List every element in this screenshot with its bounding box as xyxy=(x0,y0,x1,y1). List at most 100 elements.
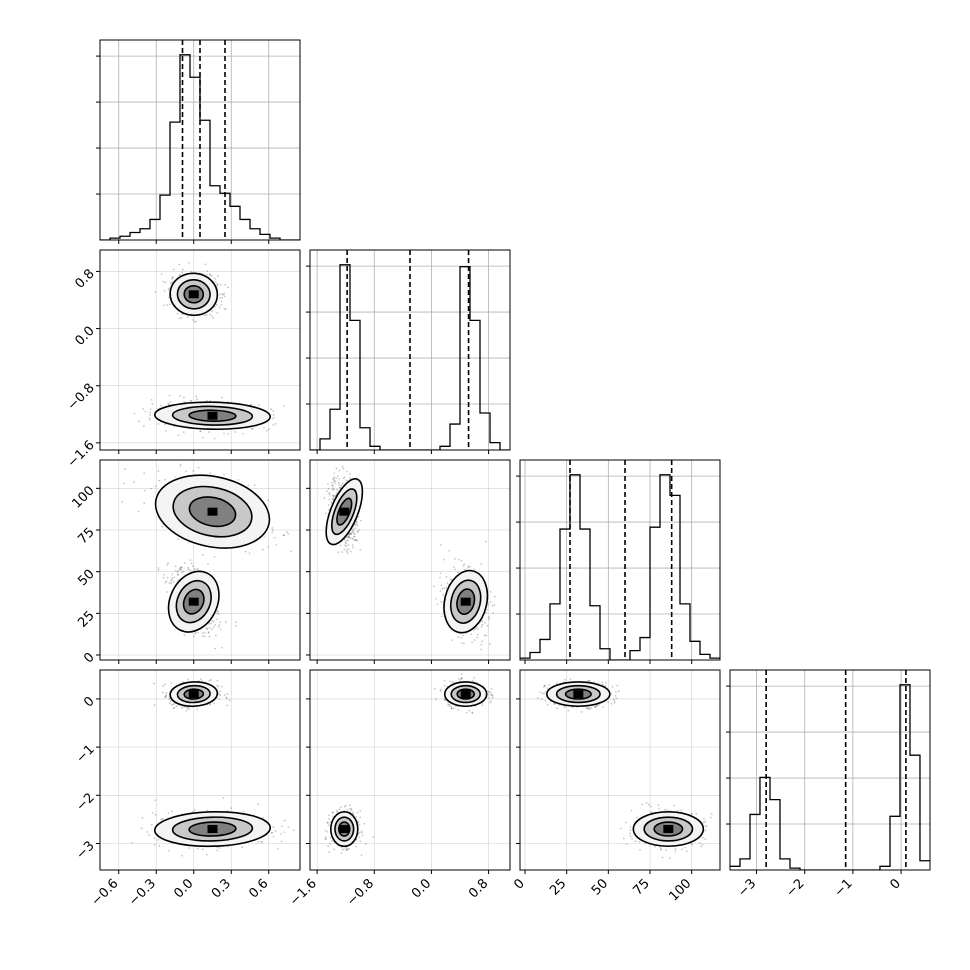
scatter-point xyxy=(281,825,283,828)
scatter-point xyxy=(462,634,465,637)
scatter-point xyxy=(339,486,342,489)
scatter-point xyxy=(217,610,219,613)
y-tick-label: 75 xyxy=(75,525,97,547)
y-tick-label: 0 xyxy=(81,650,97,666)
scatter-point xyxy=(216,684,218,687)
scatter-point xyxy=(203,631,206,634)
y-tick-label: −2 xyxy=(73,790,97,814)
density-peak xyxy=(339,507,350,516)
scatter-point xyxy=(347,534,350,537)
scatter-point xyxy=(332,498,334,501)
panel-frame xyxy=(99,669,301,871)
scatter-point xyxy=(440,615,443,618)
scatter-point xyxy=(157,839,160,841)
scatter-point xyxy=(491,696,494,699)
scatter-point xyxy=(440,584,443,587)
scatter-point xyxy=(287,532,290,535)
scatter-point xyxy=(141,817,144,819)
scatter-point xyxy=(149,418,152,421)
scatter-point xyxy=(481,620,484,623)
scatter-point xyxy=(457,558,460,561)
scatter-point xyxy=(468,709,471,712)
scatter-point xyxy=(154,485,157,488)
scatter-point xyxy=(488,690,491,693)
scatter-point xyxy=(149,408,152,410)
scatter-point xyxy=(343,548,346,551)
scatter-point xyxy=(211,620,213,622)
scatter-point xyxy=(346,536,349,538)
y-tick-label: 0.8 xyxy=(72,266,97,291)
scatter-point xyxy=(341,551,344,553)
scatter-point xyxy=(485,611,488,614)
scatter-point xyxy=(218,624,221,626)
scatter-point xyxy=(357,515,360,518)
scatter-point xyxy=(344,479,347,482)
scatter-point xyxy=(344,544,347,547)
scatter-point xyxy=(162,576,165,579)
scatter-point xyxy=(221,396,223,399)
panel-3-1: −1.6 −0.8 0.0 0.8 xyxy=(287,669,511,909)
scatter-point xyxy=(137,510,140,513)
x-tick-label: −0.6 xyxy=(89,876,122,909)
scatter-point xyxy=(203,635,206,638)
scatter-point xyxy=(223,307,226,310)
scatter-point xyxy=(345,550,348,553)
scatter-point xyxy=(272,835,275,838)
scatter-point xyxy=(154,291,157,294)
scatter-point xyxy=(253,484,256,487)
scatter-point xyxy=(193,635,196,638)
y-tick-label: 100 xyxy=(69,483,97,511)
scatter-point xyxy=(336,809,338,812)
panel-1-1 xyxy=(306,249,511,454)
scatter-point xyxy=(221,685,223,688)
scatter-point xyxy=(467,565,470,568)
scatter-point xyxy=(251,427,253,430)
scatter-point xyxy=(182,680,185,683)
scatter-point xyxy=(348,536,350,539)
scatter-point xyxy=(172,581,175,584)
scatter-point xyxy=(219,628,222,631)
scatter-point xyxy=(439,688,442,691)
scatter-point xyxy=(143,502,146,505)
scatter-point xyxy=(439,590,442,592)
scatter-point xyxy=(219,293,222,296)
scatter-point xyxy=(274,830,277,832)
scatter-point xyxy=(186,706,188,709)
scatter-point xyxy=(196,398,198,401)
scatter-point xyxy=(331,488,334,491)
scatter-point xyxy=(443,684,446,687)
scatter-point xyxy=(174,565,177,568)
x-tick-label: 0.6 xyxy=(246,876,271,901)
scatter-point xyxy=(195,320,198,323)
scatter-point xyxy=(463,563,466,566)
scatter-point xyxy=(346,549,349,552)
scatter-point xyxy=(161,525,164,528)
scatter-point xyxy=(347,536,350,539)
scatter-point xyxy=(251,427,254,430)
scatter-point xyxy=(218,698,221,701)
scatter-point xyxy=(171,281,173,284)
scatter-point xyxy=(211,310,214,313)
scatter-point xyxy=(216,311,219,314)
scatter-point xyxy=(148,834,151,836)
scatter-point xyxy=(493,604,496,606)
scatter-point xyxy=(355,539,358,541)
scatter-point xyxy=(183,706,186,709)
scatter-point xyxy=(345,545,348,548)
scatter-point xyxy=(144,410,147,413)
scatter-point xyxy=(490,700,493,703)
scatter-point xyxy=(172,276,175,279)
scatter-point xyxy=(481,704,484,707)
scatter-point xyxy=(167,849,170,852)
scatter-point xyxy=(201,436,204,439)
scatter-point xyxy=(176,571,179,574)
scatter-point xyxy=(272,410,275,413)
scatter-point xyxy=(207,631,210,634)
scatter-point xyxy=(223,292,226,295)
scatter-point xyxy=(290,550,292,553)
scatter-point xyxy=(225,696,227,699)
scatter-point xyxy=(181,571,184,574)
scatter-point xyxy=(203,314,206,317)
scatter-point xyxy=(180,317,183,319)
scatter-point xyxy=(169,579,172,582)
